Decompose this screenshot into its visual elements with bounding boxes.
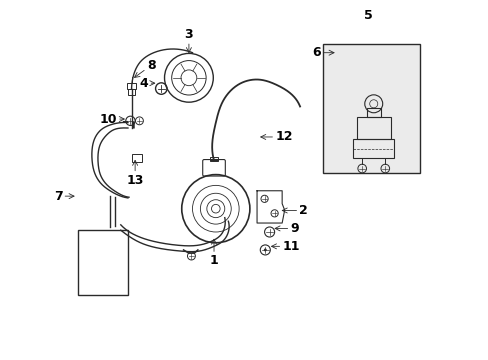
Text: 4: 4 [140, 77, 154, 90]
Text: 10: 10 [99, 113, 124, 126]
Text: 13: 13 [126, 161, 143, 186]
Text: 1: 1 [209, 239, 218, 267]
Bar [352, 139, 393, 158]
Bar [366, 108, 380, 117]
Bar [210, 157, 217, 161]
Text: 9: 9 [275, 222, 298, 235]
Bar [131, 154, 142, 162]
Text: 3: 3 [184, 28, 193, 53]
Text: 11: 11 [271, 240, 299, 253]
Bar [323, 44, 419, 173]
Bar [127, 83, 136, 89]
Bar [78, 230, 128, 295]
Text: 5: 5 [363, 9, 372, 22]
Bar [356, 117, 390, 139]
Text: 6: 6 [311, 46, 333, 59]
Text: 8: 8 [134, 59, 155, 77]
Circle shape [264, 248, 266, 251]
Text: 2: 2 [282, 204, 307, 217]
Text: 7: 7 [54, 190, 74, 203]
Text: 12: 12 [260, 130, 292, 144]
Bar [128, 89, 135, 95]
